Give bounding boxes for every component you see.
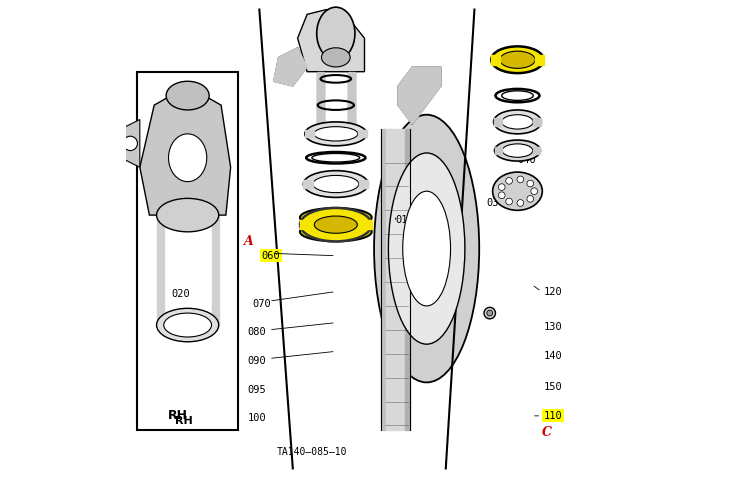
Polygon shape <box>273 48 307 86</box>
Text: 070: 070 <box>252 299 271 308</box>
Ellipse shape <box>300 222 372 241</box>
Polygon shape <box>303 180 313 188</box>
Text: 140: 140 <box>544 351 563 361</box>
Polygon shape <box>348 72 355 124</box>
Text: 040: 040 <box>518 155 537 165</box>
Polygon shape <box>533 118 542 126</box>
Ellipse shape <box>389 153 465 344</box>
Ellipse shape <box>527 180 534 187</box>
Ellipse shape <box>493 172 542 210</box>
Ellipse shape <box>506 177 512 184</box>
Ellipse shape <box>502 115 533 129</box>
Ellipse shape <box>303 171 368 197</box>
Ellipse shape <box>517 176 523 183</box>
Ellipse shape <box>487 310 493 316</box>
Text: 090: 090 <box>247 356 266 366</box>
Text: 050: 050 <box>503 174 522 184</box>
Ellipse shape <box>157 198 219 232</box>
Polygon shape <box>381 129 386 430</box>
Ellipse shape <box>123 136 138 151</box>
Polygon shape <box>357 220 372 229</box>
Polygon shape <box>405 129 410 430</box>
Text: 010: 010 <box>396 215 414 225</box>
Text: 030: 030 <box>486 198 505 208</box>
Text: 060: 060 <box>262 251 281 261</box>
Ellipse shape <box>164 313 211 337</box>
Ellipse shape <box>313 175 359 193</box>
Ellipse shape <box>499 184 505 190</box>
Polygon shape <box>140 86 230 215</box>
Ellipse shape <box>168 134 207 182</box>
Ellipse shape <box>494 140 540 161</box>
Polygon shape <box>305 130 313 137</box>
Ellipse shape <box>499 192 505 199</box>
Text: RH: RH <box>168 409 188 423</box>
Ellipse shape <box>527 196 534 202</box>
Ellipse shape <box>531 188 537 195</box>
Polygon shape <box>494 118 502 126</box>
Text: 150: 150 <box>544 382 563 392</box>
Ellipse shape <box>305 122 367 146</box>
Ellipse shape <box>300 208 372 227</box>
Polygon shape <box>494 147 502 154</box>
Text: 110: 110 <box>544 411 563 421</box>
Polygon shape <box>121 120 140 167</box>
Ellipse shape <box>402 191 451 306</box>
Polygon shape <box>491 55 500 65</box>
Polygon shape <box>358 130 367 137</box>
Ellipse shape <box>491 46 544 73</box>
Ellipse shape <box>517 200 523 206</box>
Text: C: C <box>542 426 553 439</box>
Ellipse shape <box>374 115 479 382</box>
Text: 100: 100 <box>247 413 266 423</box>
Polygon shape <box>359 180 368 188</box>
Text: 130: 130 <box>544 323 563 332</box>
Polygon shape <box>300 220 314 229</box>
Ellipse shape <box>300 208 372 241</box>
Text: 095: 095 <box>247 385 266 394</box>
Text: 120: 120 <box>544 287 563 296</box>
Ellipse shape <box>321 48 350 67</box>
Ellipse shape <box>314 216 357 233</box>
Text: RH: RH <box>175 416 192 425</box>
Ellipse shape <box>157 308 219 342</box>
Text: 020: 020 <box>171 289 190 299</box>
Polygon shape <box>398 67 441 124</box>
Polygon shape <box>297 10 364 72</box>
Text: A: A <box>243 235 253 248</box>
Polygon shape <box>535 55 544 65</box>
Bar <box>138 72 238 430</box>
Text: 080: 080 <box>247 327 266 337</box>
Ellipse shape <box>506 198 512 205</box>
Text: TA140–085–10: TA140–085–10 <box>277 447 347 456</box>
Ellipse shape <box>502 144 533 157</box>
Ellipse shape <box>494 110 542 134</box>
Polygon shape <box>386 129 405 430</box>
Ellipse shape <box>313 127 358 141</box>
Ellipse shape <box>484 307 496 319</box>
Ellipse shape <box>316 7 355 60</box>
Polygon shape <box>533 147 540 154</box>
Polygon shape <box>316 72 324 124</box>
Ellipse shape <box>500 51 535 68</box>
Ellipse shape <box>166 81 209 110</box>
